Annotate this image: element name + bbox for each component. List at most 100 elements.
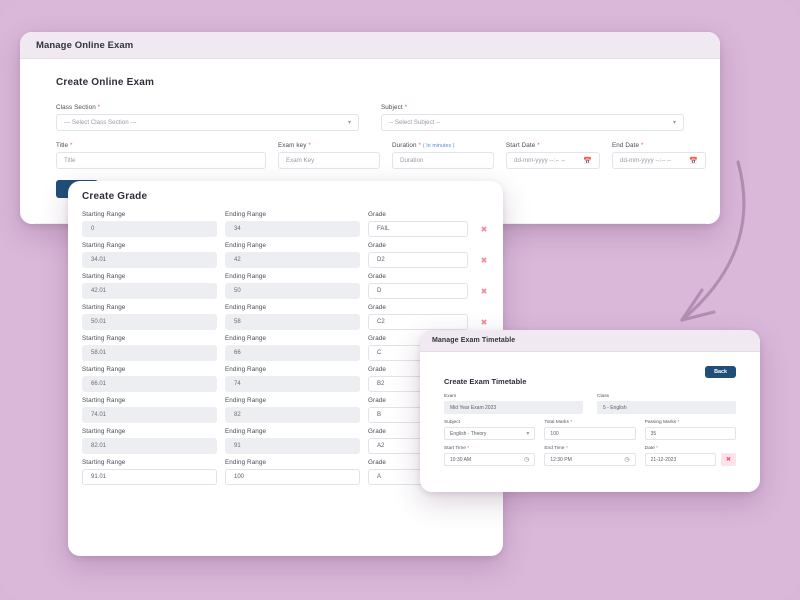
title-input[interactable]: Title <box>56 152 266 169</box>
tt-passing-marks-input[interactable]: 35 <box>644 427 736 440</box>
tt-date-input[interactable]: 21-12-2023 <box>644 453 716 466</box>
grade-end-input[interactable]: 74 <box>225 376 360 392</box>
grade-code-value: C2 <box>377 319 385 325</box>
grade-code-input[interactable]: C2 <box>368 314 468 330</box>
clock-icon[interactable]: ◷ <box>524 457 530 463</box>
tt-total-marks-label: Total Marks * <box>544 420 573 425</box>
grade-code-value: A <box>377 474 382 480</box>
subject-value: -- Select Subject -- <box>389 119 441 126</box>
grade-code-value: B2 <box>377 381 385 387</box>
delete-grade-row-button[interactable]: ✖ <box>480 286 488 296</box>
grade-start-input[interactable]: 91.01 <box>82 469 217 485</box>
grade-start-input[interactable]: 34.01 <box>82 252 217 268</box>
grade-end-input[interactable]: 34 <box>225 221 360 237</box>
grade-start-input[interactable]: 82.01 <box>82 438 217 454</box>
required-marker: * <box>404 104 408 111</box>
title-label: Title * <box>56 142 73 149</box>
grade-start-input[interactable]: 0 <box>82 221 217 237</box>
delete-grade-row-button[interactable]: ✖ <box>480 317 488 327</box>
tt-total-marks-input[interactable]: 100 <box>544 427 636 440</box>
field-tt-date: Date * 21-12-2023 ✖ <box>644 446 736 466</box>
grade-code-value: FAIL <box>377 226 390 232</box>
create-grade-window: Create Grade Starting Range 0 Ending Range… <box>68 181 503 556</box>
duration-hint: ( In minutes ) <box>422 143 455 149</box>
grade-start-label: Starting Range <box>82 273 126 280</box>
end-date-input[interactable]: dd-mm-yyyy --:-- -- 📅 <box>612 152 706 169</box>
subject-select[interactable]: -- Select Subject -- ▾ <box>381 114 684 131</box>
grade-end-field: Ending Range 100 <box>225 459 360 485</box>
grade-section-title: Create Grade <box>82 191 148 202</box>
tt-end-time-input[interactable]: 12:30 PM ◷ <box>544 453 636 466</box>
grade-end-input[interactable]: 50 <box>225 283 360 299</box>
grade-start-label: Starting Range <box>82 459 126 466</box>
required-marker: * <box>677 420 680 425</box>
delete-grade-row-button[interactable]: ✖ <box>480 224 488 234</box>
field-title: Title * Title <box>56 142 266 169</box>
grade-start-label: Starting Range <box>82 242 126 249</box>
grade-start-label: Starting Range <box>82 397 126 404</box>
grade-end-input[interactable]: 58 <box>225 314 360 330</box>
start-date-placeholder: dd-mm-yyyy --:-- -- <box>514 157 566 164</box>
required-marker: * <box>70 142 73 149</box>
grade-start-label: Starting Range <box>82 366 126 373</box>
tt-end-time-value: 12:30 PM <box>550 456 572 463</box>
grade-start-value: 91.01 <box>91 474 107 480</box>
tt-total-marks-value: 100 <box>550 430 559 437</box>
grade-end-input[interactable]: 82 <box>225 407 360 423</box>
grade-end-value: 100 <box>234 474 245 480</box>
tt-passing-marks-value: 35 <box>650 430 657 437</box>
grade-end-label: Ending Range <box>225 428 267 435</box>
grade-row: Starting Range 91.01 Ending Range 100 Grade A… <box>82 459 496 485</box>
grade-code-input[interactable]: D <box>368 283 468 299</box>
exam-key-input[interactable]: Exam Key <box>278 152 380 169</box>
grade-start-input[interactable]: 42.01 <box>82 283 217 299</box>
duration-input[interactable]: Duration <box>392 152 494 169</box>
grade-start-field: Starting Range 58.01 <box>82 335 217 361</box>
tt-class-input: 5 - English <box>597 401 736 414</box>
grade-end-field: Ending Range 82 <box>225 397 360 423</box>
grade-code-field: Grade FAIL <box>368 211 468 237</box>
tt-start-time-input[interactable]: 10:30 AM ◷ <box>444 453 536 466</box>
back-button[interactable]: Back <box>705 366 736 378</box>
grade-start-field: Starting Range 66.01 <box>82 366 217 392</box>
grade-end-value: 66 <box>234 350 241 356</box>
start-date-input[interactable]: dd-mm-yyyy --:-- -- 📅 <box>506 152 600 169</box>
grade-code-field: Grade C2 <box>368 304 468 330</box>
delete-timetable-row-button[interactable]: ✖ <box>721 453 736 466</box>
grade-end-input[interactable]: 66 <box>225 345 360 361</box>
clock-icon[interactable]: ◷ <box>624 457 630 463</box>
timetable-titlebar: Manage Exam Timetable <box>420 330 760 352</box>
tt-date-label: Date * <box>644 446 659 451</box>
field-tt-exam: Exam Mid Year Exam 2023 <box>444 394 583 414</box>
grade-end-input[interactable]: 42 <box>225 252 360 268</box>
grade-end-input[interactable]: 100 <box>225 469 360 485</box>
grade-end-field: Ending Range 50 <box>225 273 360 299</box>
grade-code-label: Grade <box>368 273 387 280</box>
grade-end-input[interactable]: 91 <box>225 438 360 454</box>
grade-start-field: Starting Range 74.01 <box>82 397 217 423</box>
grade-end-value: 42 <box>234 257 241 263</box>
grade-start-input[interactable]: 50.01 <box>82 314 217 330</box>
grade-end-label: Ending Range <box>225 211 267 218</box>
class-section-select[interactable]: --- Select Class Section --- ▾ <box>56 114 359 131</box>
duration-label: Duration * ( In minutes ) <box>392 142 455 149</box>
calendar-icon[interactable]: 📅 <box>583 157 592 165</box>
delete-grade-row-button[interactable]: ✖ <box>480 255 488 265</box>
grade-code-input[interactable]: D2 <box>368 252 468 268</box>
window-title: Manage Online Exam <box>36 39 134 51</box>
grade-start-input[interactable]: 66.01 <box>82 376 217 392</box>
calendar-icon[interactable]: 📅 <box>689 157 698 165</box>
grade-end-value: 58 <box>234 319 241 325</box>
grade-start-input[interactable]: 74.01 <box>82 407 217 423</box>
tt-subject-label: Subject <box>444 420 460 425</box>
window-titlebar: Manage Online Exam <box>20 32 720 59</box>
required-marker: * <box>640 142 644 149</box>
grade-start-input[interactable]: 58.01 <box>82 345 217 361</box>
duration-placeholder: Duration <box>400 157 424 164</box>
field-exam-key: Exam key * Exam Key <box>278 142 380 169</box>
tt-subject-select[interactable]: English - Theory ▾ <box>444 427 536 440</box>
exam-key-placeholder: Exam Key <box>286 157 315 164</box>
grade-start-field: Starting Range 82.01 <box>82 428 217 454</box>
grade-code-input[interactable]: FAIL <box>368 221 468 237</box>
subject-label: Subject * <box>381 104 408 111</box>
